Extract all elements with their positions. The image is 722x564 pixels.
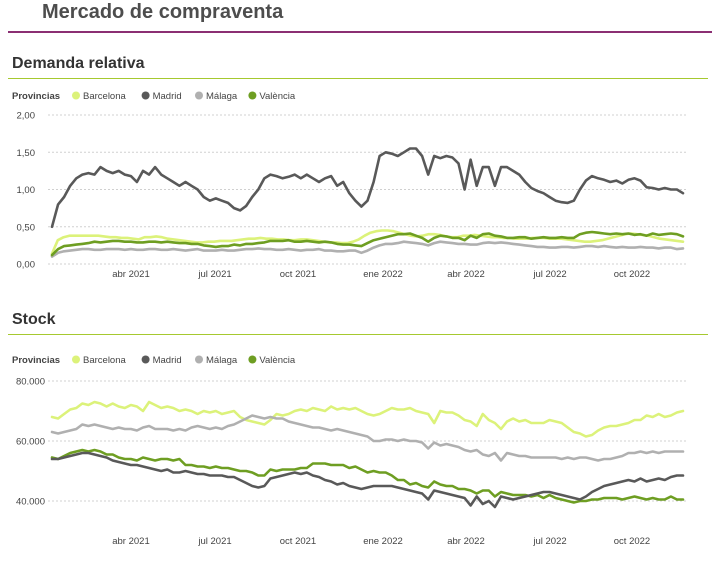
legend-swatch-valència <box>248 355 257 364</box>
legend-swatch-madrid <box>141 91 150 100</box>
page-title: Mercado de compraventa <box>42 1 284 23</box>
section-divider-stock <box>8 334 708 335</box>
y-tick-label: 1,00 <box>17 185 36 196</box>
legend-swatch-málaga <box>195 355 203 364</box>
section-divider-demanda <box>8 78 708 79</box>
stock-chart: Provincias Barcelona Madrid Málaga València 8… <box>12 355 686 547</box>
x-tick-label: oct 2022 <box>614 269 650 280</box>
x-tick-label: oct 2021 <box>280 536 316 547</box>
legend-swatch-madrid <box>141 355 150 364</box>
series-line-barcelona <box>50 229 685 255</box>
x-tick-label: abr 2021 <box>112 269 150 280</box>
x-tick-label: abr 2022 <box>447 536 485 547</box>
y-tick-label: 1,50 <box>17 148 36 159</box>
y-tick-label: 60.000 <box>16 437 45 448</box>
legend-label-madrid: Madrid <box>153 91 182 102</box>
chart-title-stock: Stock <box>12 311 56 328</box>
series-line-valència <box>50 448 685 504</box>
legend-swatch-barcelona <box>72 91 80 100</box>
x-tick-label: oct 2021 <box>280 269 316 280</box>
series-line-madrid <box>50 147 685 229</box>
x-tick-label: jul 2022 <box>532 269 566 280</box>
legend-label-barcelona: Barcelona <box>83 91 126 102</box>
series-line-madrid <box>50 451 685 509</box>
y-tick-label: 2,00 <box>17 111 36 122</box>
legend-label-valència: València <box>259 355 295 366</box>
legend-label-málaga: Málaga <box>206 355 238 366</box>
series-line-málaga <box>50 414 685 462</box>
series-line-valència <box>50 230 685 257</box>
legend-label-málaga: Málaga <box>206 91 238 102</box>
legend-title: Provincias <box>12 355 60 366</box>
legend-swatch-barcelona <box>72 355 80 364</box>
y-tick-label: 0,50 <box>17 222 36 233</box>
x-tick-label: abr 2022 <box>447 269 485 280</box>
x-tick-label: oct 2022 <box>614 536 650 547</box>
series-line-málaga <box>50 240 685 258</box>
x-tick-label: jul 2021 <box>197 269 231 280</box>
series-line-barcelona <box>50 400 685 438</box>
legend-swatch-málaga <box>195 91 203 100</box>
y-tick-label: 0,00 <box>17 260 36 271</box>
legend-swatch-valència <box>248 91 257 100</box>
y-tick-label: 40.000 <box>16 497 45 508</box>
demanda-chart: Provincias Barcelona Madrid Málaga València 2… <box>12 91 686 280</box>
legend-label-barcelona: Barcelona <box>83 355 126 366</box>
chart-title-demanda: Demanda relativa <box>12 55 145 72</box>
x-tick-label: jul 2021 <box>197 536 231 547</box>
legend-label-valència: València <box>259 91 295 102</box>
x-tick-label: ene 2022 <box>363 269 403 280</box>
x-tick-label: ene 2022 <box>363 536 403 547</box>
legend-title: Provincias <box>12 91 60 102</box>
y-tick-label: 80.000 <box>16 377 45 388</box>
x-tick-label: abr 2021 <box>112 536 150 547</box>
title-divider <box>8 31 712 33</box>
x-tick-label: jul 2022 <box>532 536 566 547</box>
legend-label-madrid: Madrid <box>153 355 182 366</box>
